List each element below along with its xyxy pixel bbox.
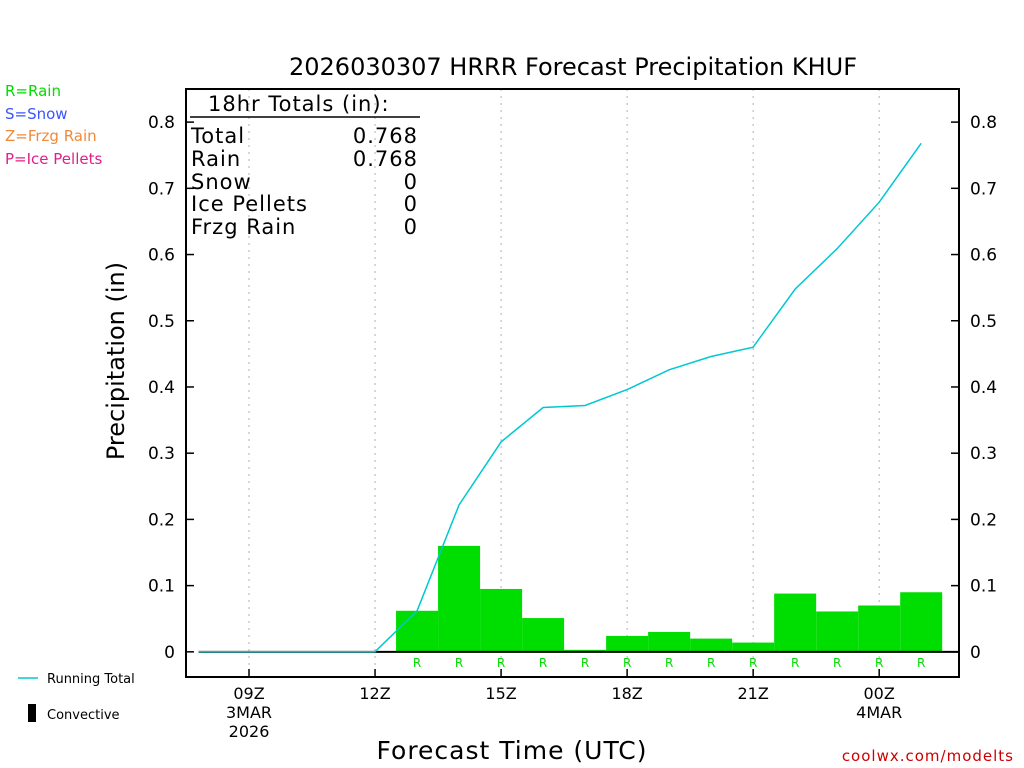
totals-box: 18hr Totals (in): Total 0.768 Rain 0.768… [190, 92, 420, 239]
chart-title: 2026030307 HRRR Forecast Precipitation K… [289, 53, 857, 81]
x-tick-label: 12Z [359, 684, 390, 703]
totals-row-label: Frzg Rain [191, 215, 296, 239]
x-tick-label: 15Z [485, 684, 516, 703]
running-total-line [198, 142, 922, 653]
y-tick-label-left: 0.4 [148, 378, 175, 398]
precip-bar [438, 545, 481, 652]
ptype-label: R [665, 656, 673, 670]
totals-row-value: 0.768 [353, 147, 418, 171]
precip-bar [522, 618, 565, 652]
x-tick-sublabel: 4MAR [856, 703, 902, 722]
y-axis-right: 0 0.1 0.2 0.3 0.4 0.5 0.6 0.7 0.8 [951, 113, 997, 663]
totals-row-label: Total [190, 124, 245, 148]
ptype-label: R [707, 656, 715, 670]
totals-row-value: 0 [404, 170, 418, 194]
plot-frame [185, 88, 960, 678]
precip-bar [732, 642, 775, 652]
legend-frzg-rain: Z=Frzg Rain [5, 127, 97, 145]
ptype-label: R [581, 656, 589, 670]
totals-row-value: 0 [404, 215, 418, 239]
credit-text: coolwx.com/modelts [842, 747, 1014, 765]
y-tick-label-right: 0.3 [970, 444, 997, 464]
legend-ice-pellets: P=Ice Pellets [5, 150, 102, 168]
x-tick-label: 21Z [737, 684, 768, 703]
ptype-label: R [413, 656, 421, 670]
running-total-legend-label: Running Total [47, 672, 135, 687]
ptype-label: R [749, 656, 757, 670]
precip-bar [858, 605, 901, 652]
totals-row-value: 0.768 [353, 124, 418, 148]
totals-row-label: Ice Pellets [191, 192, 308, 216]
precip-bar [648, 631, 691, 652]
y-tick-label-left: 0.7 [148, 179, 175, 199]
legend-snow: S=Snow [5, 105, 68, 123]
convective-swatch [28, 704, 36, 722]
y-tick-label-left: 0.2 [148, 510, 175, 530]
x-tick-sublabel: 3MAR [226, 703, 272, 722]
precip-bar [606, 635, 649, 652]
ptype-label: R [917, 656, 925, 670]
precip-bar [774, 593, 817, 652]
ptype-label: R [875, 656, 883, 670]
totals-row-label: Rain [191, 147, 241, 171]
y-tick-label-left: 0.8 [148, 113, 175, 133]
y-axis-left: 0 0.1 0.2 0.3 0.4 0.5 0.6 0.7 0.8 [148, 113, 194, 663]
ptype-legend: R=Rain S=Snow Z=Frzg Rain P=Ice Pellets [5, 82, 102, 168]
x-tick-label: 18Z [611, 684, 642, 703]
y-tick-label-left: 0.3 [148, 444, 175, 464]
y-tick-label-right: 0.6 [970, 246, 997, 266]
grid-lines [248, 89, 880, 677]
totals-header: 18hr Totals (in): [208, 92, 390, 116]
y-tick-label-left: 0 [164, 643, 175, 663]
precip-bar [396, 610, 439, 652]
precip-bar [900, 592, 943, 652]
y-tick-label-left: 0.1 [148, 577, 175, 597]
ptype-label: R [623, 656, 631, 670]
y-tick-label-right: 0.1 [970, 577, 997, 597]
bar-series [396, 545, 943, 652]
legend-rain: R=Rain [5, 82, 61, 100]
running-total-series [198, 142, 922, 653]
y-tick-label-right: 0.7 [970, 179, 997, 199]
precip-bar [480, 588, 523, 652]
ptype-label: R [455, 656, 463, 670]
totals-row-value: 0 [404, 192, 418, 216]
precip-bar [690, 638, 733, 652]
x-axis-label: Forecast Time (UTC) [377, 736, 648, 765]
y-tick-label-right: 0.8 [970, 113, 997, 133]
y-tick-label-right: 0 [970, 643, 981, 663]
ptype-label: R [833, 656, 841, 670]
y-tick-label-right: 0.5 [970, 312, 997, 332]
y-tick-label-left: 0.6 [148, 246, 175, 266]
y-axis-label: Precipitation (in) [102, 262, 130, 460]
y-tick-label-right: 0.4 [970, 378, 997, 398]
x-tick-sublabel: 2026 [229, 722, 270, 741]
y-tick-label-right: 0.2 [970, 510, 997, 530]
line-legend: Running Total Convective [18, 672, 135, 723]
ptype-label: R [791, 656, 799, 670]
x-tick-label: 00Z [864, 684, 895, 703]
ptype-label: R [539, 656, 547, 670]
x-tick-label: 09Z [233, 684, 264, 703]
y-tick-label-left: 0.5 [148, 312, 175, 332]
precip-bar [816, 611, 859, 652]
ptype-label: R [497, 656, 505, 670]
convective-legend-label: Convective [47, 708, 120, 723]
totals-row-label: Snow [191, 170, 252, 194]
